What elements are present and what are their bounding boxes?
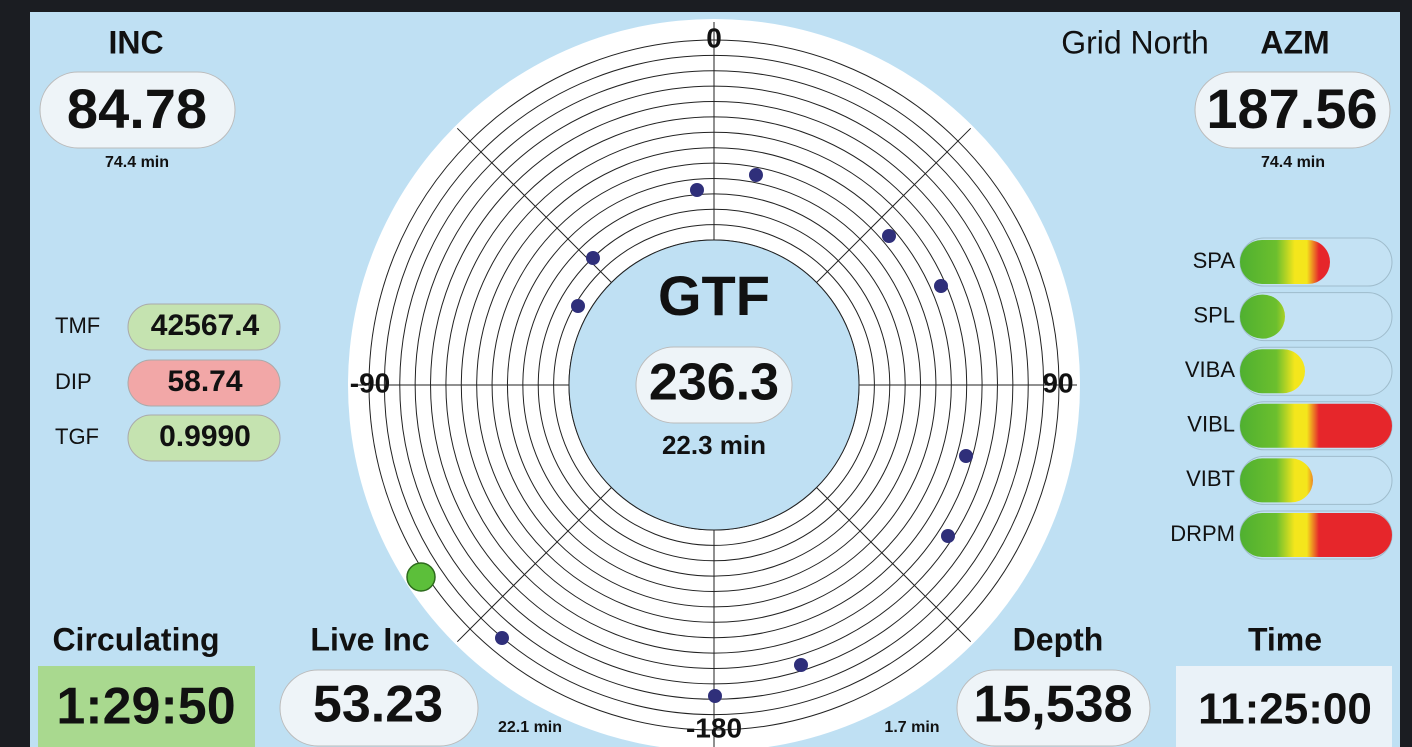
spoke (456, 127, 612, 283)
gauge-fill (1240, 403, 1392, 448)
polar-label: -180 (686, 712, 742, 743)
mag-label: TMF (55, 313, 100, 338)
time-box (1176, 666, 1392, 747)
toolface-plot: 0 90 -180 -90 GTF 236.3 22.3 min (348, 19, 1080, 747)
inc-pill (39, 71, 236, 149)
toolface-dot (959, 449, 973, 463)
gauge-fill (1240, 294, 1285, 339)
time-value: 11:25:00 (1198, 685, 1372, 734)
polar-label: 90 (1042, 367, 1073, 398)
depth-pill (956, 669, 1151, 747)
mag-pill (127, 303, 281, 351)
gauge-label: VIBT (1186, 466, 1235, 491)
azm-value: 187.56 (1206, 77, 1377, 140)
toolface-dot (749, 168, 763, 182)
toolface-dot (708, 689, 722, 703)
azm-age: 74.4 min (1261, 154, 1325, 171)
circulating-label: Circulating (52, 621, 219, 657)
azm-reference: Grid North (1061, 24, 1209, 60)
gauge-fill (1240, 458, 1313, 503)
circulating-box (38, 666, 255, 747)
gauges: SPA SPL VIBA VIBL VIBT DRPM (1170, 237, 1393, 560)
toolface-dot (941, 529, 955, 543)
spoke (816, 487, 972, 643)
gauge-label: SPA (1193, 248, 1236, 273)
toolface-dot (586, 251, 600, 265)
toolface-dot (495, 631, 509, 645)
mag-pill (127, 359, 281, 407)
toolface-dot (690, 183, 704, 197)
depth-age: 1.7 min (884, 719, 939, 736)
polar-label: 0 (706, 22, 722, 53)
toolface-dot (794, 658, 808, 672)
spoke (456, 487, 612, 643)
circulating-value: 1:29:50 (56, 678, 235, 736)
depth-label: Depth (1013, 621, 1104, 657)
mag-value: 58.74 (167, 365, 242, 398)
gtf-label: GTF (658, 264, 770, 327)
gtf-value: 236.3 (649, 354, 779, 412)
time-label: Time (1248, 621, 1322, 657)
gauge-fill (1240, 240, 1330, 284)
live-inc-age: 22.1 min (498, 719, 562, 736)
gauge-fill (1240, 513, 1392, 557)
gauge-label: VIBA (1185, 357, 1235, 382)
spoke (816, 127, 972, 283)
magnetics: TMF 42567.4 DIP 58.74 TGF 0.9990 (55, 303, 281, 462)
live-inc-pill (279, 669, 479, 747)
depth-value: 15,538 (973, 676, 1132, 734)
azm-label: AZM (1260, 24, 1329, 60)
inc-age: 74.4 min (105, 154, 169, 171)
gtf-age: 22.3 min (662, 430, 766, 460)
gauge-fill (1240, 349, 1305, 394)
gtf-pill (635, 346, 793, 424)
inc-value: 84.78 (67, 77, 207, 140)
live-inc-label: Live Inc (310, 621, 429, 657)
toolface-dot (571, 299, 585, 313)
inc-label: INC (108, 24, 163, 60)
mag-value: 42567.4 (151, 309, 260, 342)
mag-label: TGF (55, 424, 99, 449)
gauge-label: DRPM (1170, 521, 1235, 546)
gauge-label: VIBL (1187, 412, 1235, 437)
toolface-dot (934, 279, 948, 293)
azm-pill (1194, 71, 1391, 149)
gauge-label: SPL (1193, 302, 1235, 327)
mag-value: 0.9990 (159, 420, 251, 453)
polar-label: -90 (350, 367, 390, 398)
current-toolface (406, 562, 436, 592)
mag-pill (127, 414, 281, 462)
mag-label: DIP (55, 369, 92, 394)
live-inc-value: 53.23 (313, 676, 443, 734)
toolface-dot (882, 229, 896, 243)
